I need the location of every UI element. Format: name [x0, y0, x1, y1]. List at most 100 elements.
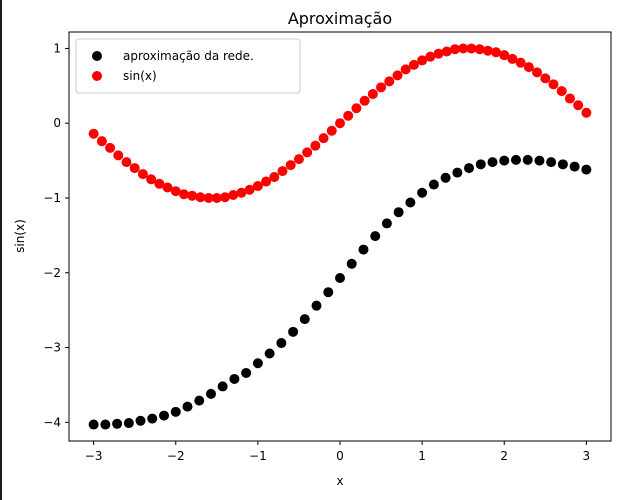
data-point: [351, 103, 362, 114]
data-point: [326, 125, 337, 136]
data-point: [487, 157, 498, 168]
data-point: [417, 55, 428, 66]
x-tick-label: 2: [500, 449, 508, 463]
x-axis-label: x: [336, 474, 343, 488]
data-point: [417, 187, 428, 198]
data-point: [162, 182, 173, 193]
data-point: [449, 44, 460, 55]
data-point: [228, 190, 239, 201]
data-point: [425, 51, 436, 62]
data-point: [170, 406, 181, 417]
data-point: [458, 43, 469, 54]
data-point: [112, 418, 123, 429]
data-point: [236, 187, 247, 198]
data-point: [507, 53, 518, 64]
data-point: [569, 161, 580, 172]
data-point: [499, 155, 510, 166]
data-point: [205, 388, 216, 399]
data-point: [137, 169, 148, 180]
data-point: [581, 107, 592, 118]
y-tick-label: −4: [43, 415, 61, 429]
data-point: [88, 419, 99, 430]
data-point: [323, 287, 334, 298]
data-point: [288, 326, 299, 337]
y-tick-label: −2: [43, 266, 61, 280]
data-point: [211, 192, 222, 203]
y-tick-label: −1: [43, 191, 61, 205]
data-point: [523, 62, 534, 73]
data-point: [277, 166, 288, 177]
data-point: [229, 373, 240, 384]
data-point: [474, 44, 485, 55]
data-point: [264, 348, 275, 359]
data-point: [261, 176, 272, 187]
chart-title: Aproximação: [288, 9, 392, 28]
x-tick-label: 0: [336, 449, 344, 463]
x-tick-label: −1: [249, 449, 267, 463]
data-point: [564, 93, 575, 104]
data-point: [217, 381, 228, 392]
data-point: [105, 142, 116, 153]
data-point: [203, 192, 214, 203]
data-point: [182, 401, 193, 412]
data-point: [464, 163, 475, 174]
data-point: [367, 89, 378, 100]
data-point: [548, 79, 559, 90]
x-tick-label: 1: [418, 449, 426, 463]
data-point: [252, 358, 263, 369]
legend-label: aproximação da rede.: [123, 49, 254, 63]
data-point: [194, 395, 205, 406]
data-point: [499, 50, 510, 61]
data-point: [113, 150, 124, 161]
data-point: [318, 133, 329, 144]
data-point: [154, 178, 165, 189]
legend-box: [75, 38, 301, 94]
data-point: [393, 207, 404, 218]
data-point: [135, 415, 146, 426]
data-point: [482, 45, 493, 56]
data-point: [433, 48, 444, 59]
window-left-border: [0, 0, 2, 500]
data-point: [522, 154, 533, 165]
data-point: [100, 419, 111, 430]
data-point: [335, 272, 345, 283]
y-axis: −4 −3 −2 −1 0 1: [43, 41, 69, 429]
data-point: [285, 160, 296, 171]
data-point: [129, 163, 140, 174]
data-point: [170, 186, 181, 197]
data-point: [376, 82, 387, 93]
data-point: [310, 140, 321, 151]
legend: aproximação da rede. sin(x): [75, 38, 301, 94]
legend-label: sin(x): [123, 69, 157, 83]
y-axis-label: sin(x): [13, 219, 27, 253]
series-0-points: [88, 154, 592, 430]
data-point: [428, 179, 439, 190]
data-point: [556, 86, 567, 97]
plot-marks: [88, 43, 592, 430]
data-point: [510, 154, 521, 165]
data-point: [159, 410, 170, 421]
y-tick-label: 0: [53, 116, 61, 130]
data-point: [346, 258, 357, 269]
data-point: [241, 367, 252, 378]
data-point: [452, 167, 463, 178]
data-point: [384, 76, 395, 87]
x-tick-label: −2: [167, 449, 185, 463]
x-tick-label: −3: [85, 449, 103, 463]
data-point: [220, 192, 231, 203]
data-point: [441, 46, 452, 57]
data-point: [311, 300, 322, 311]
data-point: [540, 73, 551, 84]
data-point: [546, 157, 557, 168]
data-point: [358, 244, 369, 255]
y-tick-label: −3: [43, 341, 61, 355]
data-point: [343, 110, 354, 121]
data-point: [244, 184, 255, 195]
data-point: [88, 128, 99, 139]
data-point: [515, 57, 526, 68]
data-point: [581, 164, 592, 175]
data-point: [299, 314, 310, 325]
data-point: [359, 95, 370, 106]
